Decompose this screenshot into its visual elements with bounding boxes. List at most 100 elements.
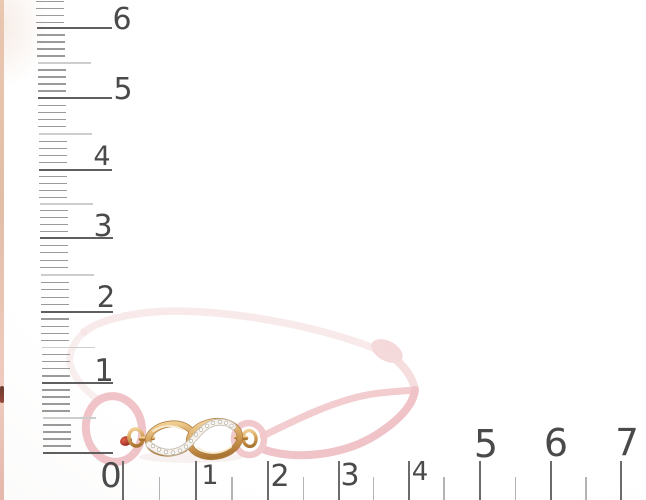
gold-highlight-left <box>152 425 185 432</box>
h-ruler-label-1: 1 <box>201 460 219 491</box>
v-ruler-minor-tick <box>42 445 71 447</box>
v-ruler-minor-tick <box>38 147 67 150</box>
v-ruler-minor-tick <box>39 189 68 192</box>
v-ruler-minor-tick <box>36 22 64 24</box>
v-ruler-minor-tick <box>39 210 68 212</box>
v-ruler-half-tick <box>39 203 93 205</box>
v-ruler-minor-tick <box>39 176 68 178</box>
v-ruler-minor-tick <box>42 410 71 412</box>
v-ruler-minor-tick <box>37 41 66 43</box>
v-ruler-minor-tick <box>42 424 71 426</box>
h-ruler-minor-tick <box>514 477 517 500</box>
v-ruler-minor-tick <box>41 375 70 377</box>
h-ruler-minor-tick <box>585 477 587 500</box>
v-ruler-major-tick <box>40 236 113 240</box>
h-ruler-major-tick <box>619 461 623 500</box>
v-ruler-minor-tick <box>38 126 67 128</box>
v-ruler-minor-tick <box>42 403 71 405</box>
v-ruler-minor-tick <box>42 438 71 440</box>
v-ruler-minor-tick <box>38 140 67 142</box>
v-ruler-minor-tick <box>40 252 69 254</box>
v-ruler-minor-tick <box>41 361 70 363</box>
v-ruler-label-2: 2 <box>96 280 116 314</box>
v-ruler-minor-tick <box>41 325 70 327</box>
v-ruler-minor-tick <box>39 223 68 226</box>
v-ruler-minor-tick <box>42 389 71 391</box>
cord-left-tail <box>66 329 101 403</box>
v-ruler-minor-tick <box>42 431 71 433</box>
v-ruler-minor-tick <box>41 332 70 334</box>
h-ruler-major-tick <box>478 461 482 500</box>
v-ruler-minor-tick <box>40 289 69 291</box>
h-ruler-label-3: 3 <box>340 458 360 493</box>
v-ruler-minor-tick <box>38 111 67 114</box>
v-ruler-major-tick <box>43 451 114 455</box>
v-ruler-minor-tick <box>40 281 69 284</box>
v-ruler-minor-tick <box>41 339 70 342</box>
h-ruler-label-2: 2 <box>270 459 290 494</box>
infinity-charm <box>120 417 258 463</box>
v-ruler-label-3: 3 <box>93 209 113 244</box>
v-ruler-minor-tick <box>40 296 69 298</box>
h-ruler-major-tick <box>121 461 125 500</box>
h-ruler-major-tick <box>266 461 270 500</box>
v-ruler-minor-tick <box>36 8 64 10</box>
h-ruler-label-6: 6 <box>543 421 569 465</box>
h-ruler-label-5: 5 <box>473 422 499 466</box>
v-ruler-minor-tick <box>38 104 67 106</box>
h-ruler-major-tick <box>194 461 198 500</box>
h-ruler-label-0: 0 <box>100 456 122 496</box>
v-ruler-minor-tick <box>39 216 68 219</box>
v-ruler-minor-tick <box>36 15 64 17</box>
photo-edge-strip <box>0 0 4 500</box>
cord-left-loop <box>81 392 147 466</box>
pave-stones <box>150 419 234 455</box>
gold-highlight-right <box>197 446 232 454</box>
v-ruler-half-tick <box>40 274 94 276</box>
v-ruler-minor-tick <box>36 1 64 3</box>
left-eyelet <box>127 427 145 448</box>
v-ruler-minor-tick <box>41 318 70 320</box>
v-ruler-label-5: 5 <box>113 72 133 107</box>
h-ruler-label-7: 7 <box>615 421 639 464</box>
h-ruler-major-tick <box>549 461 553 500</box>
v-ruler-minor-tick <box>39 182 68 185</box>
v-ruler-minor-tick <box>37 76 66 78</box>
v-ruler-minor-tick <box>37 34 66 36</box>
v-ruler-major-tick <box>42 381 113 385</box>
h-ruler-major-tick <box>337 461 341 500</box>
h-ruler-minor-tick <box>443 477 445 500</box>
v-ruler-major-tick <box>38 96 113 100</box>
v-ruler-major-tick <box>41 310 113 314</box>
photo-edge-mark <box>0 386 4 403</box>
h-ruler-minor-tick <box>372 477 375 500</box>
v-ruler-half-tick <box>42 417 96 419</box>
cord-upper-arc <box>80 307 385 355</box>
cord-right-outer-strand <box>258 386 419 460</box>
h-ruler-label-4: 4 <box>411 457 429 487</box>
h-ruler-minor-tick <box>158 477 161 500</box>
v-ruler-label-4: 4 <box>93 141 111 172</box>
v-ruler-minor-tick <box>38 162 67 164</box>
pink-cord <box>66 307 419 466</box>
v-ruler-minor-tick <box>40 266 69 269</box>
v-ruler-minor-tick <box>37 90 66 92</box>
v-ruler-minor-tick <box>41 368 70 370</box>
cord-knot-strand <box>377 346 419 393</box>
h-ruler-minor-tick <box>231 477 233 500</box>
v-ruler-half-tick <box>37 62 91 64</box>
v-ruler-minor-tick <box>37 69 66 71</box>
v-ruler-minor-tick <box>38 118 67 121</box>
v-ruler-major-tick <box>39 168 113 172</box>
v-ruler-minor-tick <box>37 48 66 50</box>
v-ruler-label-6: 6 <box>112 2 132 37</box>
h-ruler-minor-tick <box>302 477 305 500</box>
v-ruler-label-1: 1 <box>94 353 114 389</box>
v-ruler-minor-tick <box>39 196 68 198</box>
v-ruler-minor-tick <box>40 259 69 261</box>
v-ruler-minor-tick <box>37 55 66 57</box>
v-ruler-major-tick <box>37 26 112 30</box>
v-ruler-minor-tick <box>40 303 69 306</box>
